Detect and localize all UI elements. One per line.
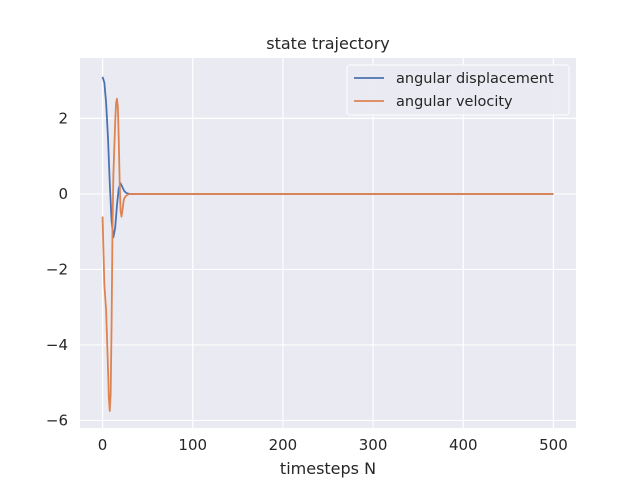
x-tick-label: 100: [178, 436, 207, 454]
y-tick-label: 0: [58, 185, 68, 203]
x-axis-label: timesteps N: [280, 459, 376, 478]
legend-frame: [346, 64, 570, 116]
x-tick-label: 0: [98, 436, 108, 454]
x-tick-label: 300: [359, 436, 388, 454]
legend: angular displacement angular velocity: [346, 64, 570, 116]
chart-title: state trajectory: [266, 34, 389, 53]
y-tick-labels: −6 −4 −2 0 2: [46, 109, 68, 429]
x-tick-label: 400: [449, 436, 478, 454]
x-tick-label: 500: [539, 436, 568, 454]
series-layer: [101, 76, 554, 412]
legend-label-angular-velocity: angular velocity: [396, 94, 513, 110]
y-tick-label: 2: [58, 109, 68, 127]
y-tick-label: −4: [46, 336, 68, 354]
plot-background: [80, 58, 576, 428]
legend-label-angular-displacement: angular displacement: [396, 71, 554, 87]
x-tick-labels: 0 100 200 300 400 500: [98, 436, 568, 454]
series-line-angular-velocity: [101, 97, 554, 412]
y-tick-label: −6: [46, 411, 68, 429]
x-tick-label: 200: [269, 436, 298, 454]
y-tick-label: −2: [46, 260, 68, 278]
